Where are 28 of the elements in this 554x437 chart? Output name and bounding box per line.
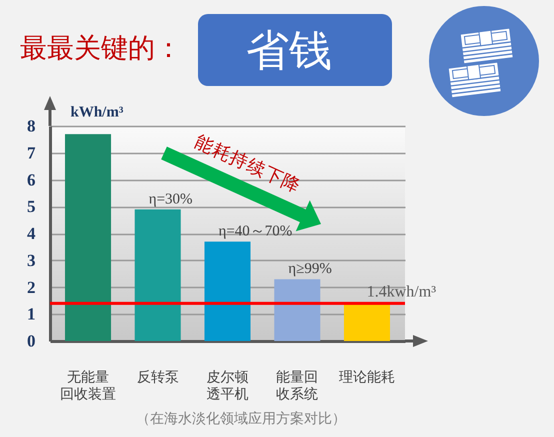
y-tick-label: 6 [27,170,36,190]
text: （在海水淡化领域应用方案对比） [136,410,346,426]
x-tick-label: 反转泵 [136,368,179,384]
y-tick-label: 7 [27,143,36,162]
bar [274,279,320,341]
bar [134,209,181,341]
x-tick-label: 皮尔顿透平机 [206,368,248,402]
annotation: 能耗持续下降 [192,131,304,197]
y-tick-label: 0 [27,332,36,350]
y-tick-label: 1 [27,304,36,324]
y-tick-label: 8 [27,116,36,136]
y-tick-label: 3 [27,250,36,270]
bar [64,134,112,341]
bar [344,303,390,341]
y-tick-label: 5 [27,197,36,216]
y-tick-label: 4 [27,224,36,243]
annotation: η=40～70% [218,224,292,240]
x-tick-label: 理论能耗 [338,368,395,384]
annotation: η=30% [148,191,193,208]
x-tick-label: 能量回收系统 [276,368,318,402]
ref-line-label: 1.4kwh/m³ [366,283,436,300]
y-tick-label: 2 [27,278,36,297]
bar [204,242,251,341]
chart-title: 最最关键的： [20,33,182,63]
annotation: η≥99% [288,261,332,278]
y-axis-title: kWh/m³ [70,104,124,120]
chart-subtitle: 省钱 [246,28,332,75]
x-tick-label: 无能量回收装置 [60,368,116,402]
